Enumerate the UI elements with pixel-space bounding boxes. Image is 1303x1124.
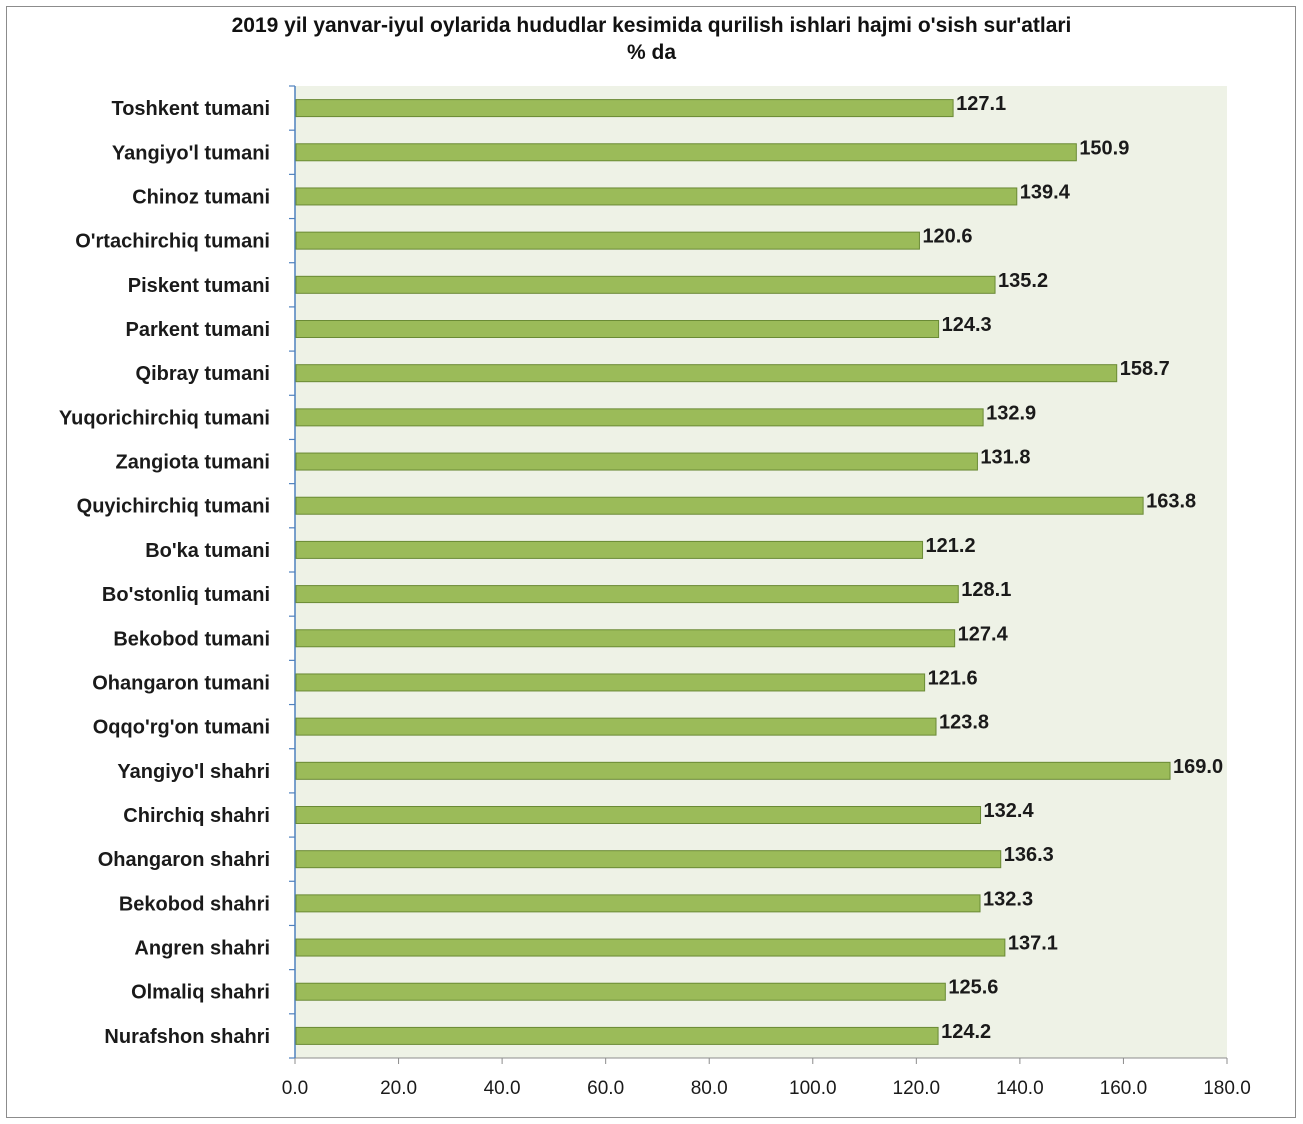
value-label: 132.3 — [983, 888, 1033, 910]
category-label: Ohangaron tumani — [92, 672, 270, 694]
category-label: Piskent tumani — [128, 275, 270, 297]
bar — [295, 187, 1018, 206]
category-label: Quyichirchiq tumani — [77, 496, 270, 518]
value-label: 127.4 — [958, 623, 1009, 645]
bar — [295, 673, 926, 692]
category-label: Bo'ka tumani — [145, 540, 270, 562]
category-label: Angren shahri — [134, 938, 270, 960]
value-label: 124.2 — [941, 1021, 991, 1043]
bar — [295, 496, 1144, 515]
category-label: Oqqo'rg'on tumani — [93, 717, 270, 739]
category-label: Bekobod tumani — [113, 628, 270, 650]
value-label: 132.4 — [984, 800, 1035, 822]
category-label: Nurafshon shahri — [104, 1026, 270, 1048]
bar — [295, 850, 1002, 869]
bar — [295, 320, 940, 338]
value-label: 132.9 — [986, 402, 1036, 424]
value-label: 125.6 — [948, 977, 998, 999]
x-tick-label: 80.0 — [691, 1078, 728, 1099]
category-label: Zangiota tumani — [116, 452, 270, 474]
bar — [295, 585, 959, 604]
bar — [295, 1026, 939, 1045]
category-label: Toshkent tumani — [111, 98, 270, 120]
x-tick-label: 180.0 — [1203, 1078, 1251, 1099]
category-label: Bo'stonliq tumani — [102, 584, 270, 606]
x-tick-label: 140.0 — [996, 1078, 1044, 1099]
bar — [295, 717, 937, 736]
bar — [295, 364, 1118, 383]
value-label: 121.6 — [928, 667, 978, 689]
category-label: Yangiyo'l tumani — [112, 142, 270, 164]
value-label: 163.8 — [1146, 491, 1196, 513]
x-tick-label: 120.0 — [893, 1078, 941, 1099]
category-label: Chirchiq shahri — [123, 805, 270, 827]
bar — [295, 894, 981, 913]
bar — [295, 761, 1171, 780]
value-label: 127.1 — [956, 93, 1006, 115]
bar — [295, 629, 956, 648]
value-label: 169.0 — [1173, 756, 1223, 778]
category-label: Yangiyo'l shahri — [117, 761, 270, 783]
bar — [295, 143, 1077, 162]
bar — [295, 982, 946, 1001]
value-label: 150.9 — [1079, 137, 1129, 159]
category-label: Olmaliq shahri — [131, 982, 270, 1004]
x-tick-label: 0.0 — [282, 1078, 308, 1099]
x-tick-label: 40.0 — [484, 1078, 521, 1099]
bar — [295, 452, 978, 471]
category-label: Parkent tumani — [126, 319, 270, 341]
bar — [295, 806, 982, 824]
bar — [295, 99, 954, 118]
bar — [295, 540, 924, 559]
category-label: Yuqorichirchiq tumani — [59, 407, 270, 429]
value-label: 124.3 — [942, 314, 992, 336]
category-label: Chinoz tumani — [132, 186, 270, 208]
value-label: 123.8 — [939, 712, 989, 734]
x-tick-label: 60.0 — [587, 1078, 624, 1099]
value-label: 128.1 — [961, 579, 1011, 601]
x-tick-label: 100.0 — [789, 1078, 837, 1099]
bar — [295, 231, 920, 250]
chart-title-text: 2019 yil yanvar-iyul oylarida hududlar k… — [231, 14, 1072, 37]
bar — [295, 408, 984, 427]
value-label: 121.2 — [926, 535, 976, 557]
value-label: 158.7 — [1120, 358, 1170, 380]
bar — [295, 938, 1006, 957]
x-tick-label: 20.0 — [380, 1078, 417, 1099]
x-tick-label: 160.0 — [1100, 1078, 1148, 1099]
category-label: O'rtachirchiq tumani — [75, 231, 270, 253]
chart-subtitle: % da — [626, 41, 676, 64]
category-label: Qibray tumani — [136, 363, 270, 385]
value-label: 131.8 — [980, 447, 1030, 469]
value-label: 137.1 — [1008, 933, 1058, 955]
value-label: 139.4 — [1020, 181, 1071, 203]
value-label: 120.6 — [922, 226, 972, 248]
category-label: Bekobod shahri — [119, 893, 270, 915]
bar — [295, 275, 996, 294]
value-label: 136.3 — [1004, 844, 1054, 866]
value-label: 135.2 — [998, 270, 1048, 292]
chart-title: 2019 yil yanvar-iyul oylarida hududlar k… — [0, 12, 1303, 66]
category-label: Ohangaron shahri — [98, 849, 270, 871]
